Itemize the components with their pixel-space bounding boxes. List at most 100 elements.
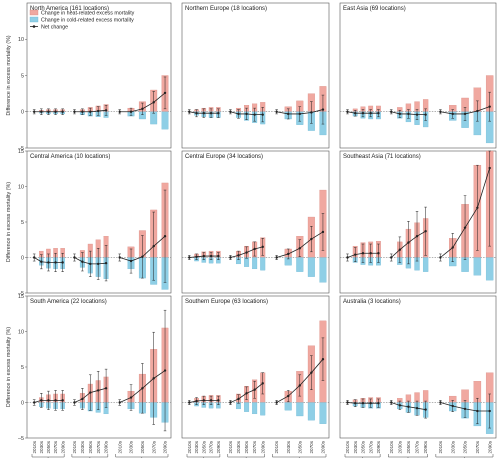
x-tick-label: 2090s bbox=[104, 440, 109, 453]
net-change-point bbox=[40, 260, 43, 263]
net-change-point bbox=[229, 256, 232, 259]
net-change-point bbox=[96, 109, 100, 113]
x-tick-label: 2070s bbox=[252, 440, 257, 453]
x-tick-label: 2010s bbox=[274, 440, 279, 453]
net-change-point bbox=[33, 256, 36, 259]
x-tick-label: 2090s bbox=[321, 440, 326, 453]
net-change-point bbox=[209, 112, 213, 115]
x-tick-label: 2030s bbox=[80, 440, 85, 453]
x-tick-label: 2010s bbox=[345, 440, 350, 453]
x-tick-label: 2050s bbox=[361, 440, 366, 453]
net-change-point bbox=[310, 237, 313, 241]
net-change-point bbox=[390, 110, 393, 113]
net-change-point bbox=[152, 101, 155, 104]
net-change-point bbox=[439, 401, 442, 404]
net-change-point bbox=[209, 399, 213, 402]
y-tick-label: –5 bbox=[18, 146, 24, 152]
net-change-point bbox=[61, 399, 64, 402]
panel-frame bbox=[26, 295, 172, 439]
net-change-point bbox=[361, 402, 365, 405]
net-change-point bbox=[152, 377, 155, 380]
x-tick-label: 2030s bbox=[450, 440, 455, 453]
net-change-point bbox=[310, 371, 313, 374]
panel-1: North America (161 locations) –5 0 5 10 bbox=[18, 2, 172, 152]
x-tick-label: 2050s bbox=[297, 440, 302, 453]
net-change-point bbox=[188, 256, 191, 259]
x-tick-label: 2090s bbox=[60, 440, 65, 453]
x-tick-label: 2030s bbox=[397, 440, 402, 453]
net-change-point bbox=[245, 112, 248, 116]
net-change-point bbox=[361, 112, 365, 115]
net-change-point bbox=[407, 112, 410, 116]
net-change-point bbox=[118, 110, 121, 113]
y-tick-label: 10 bbox=[18, 329, 24, 335]
net-change-point bbox=[463, 407, 467, 411]
x-tick-label: 2030s bbox=[353, 440, 358, 453]
net-change-point bbox=[488, 166, 491, 170]
net-change-point bbox=[354, 402, 357, 405]
net-change-point bbox=[54, 110, 57, 113]
x-tick-label: 2010s bbox=[389, 440, 394, 453]
net-change-point bbox=[141, 387, 144, 390]
panel-title: Central America (10 locations) bbox=[30, 154, 110, 160]
net-change-point bbox=[476, 206, 479, 209]
net-change-point bbox=[81, 397, 84, 401]
x-tick-label: 2090s bbox=[423, 440, 428, 453]
x-tick-label: 2030s bbox=[286, 440, 291, 453]
net-change-point bbox=[476, 409, 479, 413]
net-change-point bbox=[152, 244, 155, 248]
net-change-point bbox=[346, 110, 349, 113]
y-tick-label: –5 bbox=[18, 436, 24, 442]
cold-bar bbox=[244, 257, 250, 267]
cold-bar bbox=[252, 402, 258, 415]
y-tick-label: 5 bbox=[21, 73, 24, 79]
panel-frame bbox=[339, 2, 497, 149]
net-change-point bbox=[439, 110, 442, 113]
net-change-point bbox=[47, 261, 50, 264]
y-axis-label: Difference in excess mortality (%) bbox=[6, 182, 12, 262]
net-change-point bbox=[310, 111, 313, 114]
net-change-point bbox=[195, 255, 198, 258]
net-change-point bbox=[81, 260, 84, 263]
net-change-point bbox=[33, 401, 36, 404]
x-tick-label: 2090s bbox=[376, 440, 381, 453]
net-change-point bbox=[237, 254, 240, 257]
net-change-point bbox=[163, 91, 167, 95]
net-change-point bbox=[298, 112, 301, 116]
net-change-point bbox=[424, 408, 427, 411]
net-change-point bbox=[488, 409, 491, 413]
net-change-point bbox=[275, 110, 278, 113]
net-change-point bbox=[245, 392, 248, 395]
net-change-point bbox=[229, 110, 232, 113]
panel-frame bbox=[181, 150, 330, 294]
net-change-point bbox=[415, 113, 419, 116]
panel-6: Southeast Asia (71 locations) bbox=[339, 150, 497, 294]
net-change-point bbox=[377, 112, 380, 115]
net-change-point bbox=[237, 397, 240, 401]
panel-3: East Asia (69 locations) bbox=[339, 2, 497, 149]
panel-title: North America (161 locations) bbox=[30, 6, 109, 12]
net-change-point bbox=[96, 262, 100, 266]
net-change-point bbox=[104, 109, 108, 112]
x-tick-label: 2010s bbox=[117, 440, 122, 453]
x-axis-layer: 2010s2030s2050s2070s2090sRCP2.62010s2030… bbox=[31, 440, 494, 458]
net-change-point bbox=[163, 235, 167, 238]
x-tick-label: 2050s bbox=[46, 440, 51, 453]
cold-bar bbox=[485, 257, 494, 281]
x-tick-label: 2050s bbox=[406, 440, 411, 453]
cold-bar bbox=[307, 402, 315, 421]
net-change-point bbox=[390, 256, 393, 259]
net-change-point bbox=[217, 254, 220, 258]
net-change-point bbox=[129, 259, 133, 263]
x-tick-label: 2030s bbox=[39, 440, 44, 453]
x-tick-label: 2070s bbox=[96, 440, 101, 453]
net-change-point bbox=[415, 235, 419, 238]
net-change-point bbox=[104, 261, 108, 265]
panel-title: Southern Europe (63 locations) bbox=[185, 299, 268, 305]
net-change-point bbox=[104, 387, 108, 390]
panel-7: South America (22 locations) –5 0 5 10 15 bbox=[18, 294, 172, 442]
cold-bar bbox=[296, 257, 304, 272]
y-axis-labels-layer: Difference in excess mortality (%) Differ… bbox=[6, 35, 12, 407]
net-change-point bbox=[354, 112, 357, 115]
panel-frame bbox=[339, 295, 497, 439]
